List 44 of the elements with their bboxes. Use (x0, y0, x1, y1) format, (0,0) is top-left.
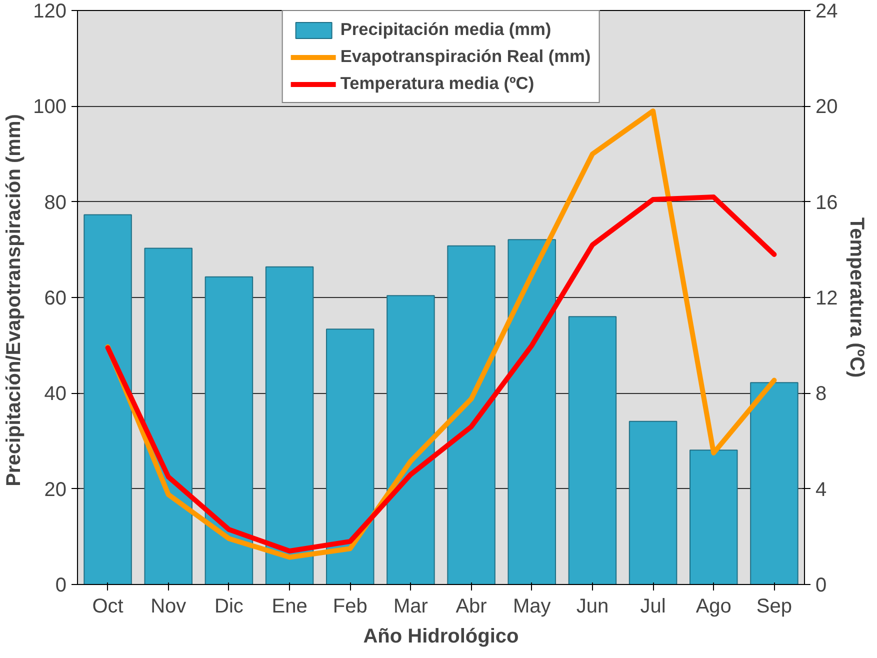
bar (265, 266, 314, 584)
x-tick-label: Ago (696, 596, 732, 618)
y2-tick-label: 24 (816, 0, 838, 22)
x-tick-label: Feb (332, 596, 368, 618)
bar (84, 214, 132, 584)
bar (447, 245, 496, 584)
x-tick-label: Jul (640, 596, 666, 618)
legend-label: Temperatura media (ºC) (340, 73, 534, 94)
x-tick-label: Nov (150, 596, 186, 618)
bar (750, 382, 798, 584)
x-tick-label: Mar (393, 596, 428, 618)
y-tick-label: 40 (44, 383, 67, 406)
bar (386, 295, 435, 584)
x-tick-label: May (512, 596, 551, 618)
x-tick-label: Abr (456, 596, 488, 618)
y2-tick-label: 12 (816, 288, 838, 310)
y2-tick-label: 16 (816, 192, 838, 214)
y-tick-label: 20 (44, 478, 67, 501)
bar (204, 276, 254, 584)
x-tick-label: Ene (272, 596, 308, 618)
bar (326, 328, 374, 584)
x-tick-label: Jun (576, 596, 609, 618)
bar (628, 420, 678, 584)
y2-tick-label: 20 (816, 96, 838, 118)
x-tick-label: Oct (92, 596, 124, 618)
y2-tick-label: 0 (816, 574, 827, 596)
legend-label: Precipitación media (mm) (340, 19, 552, 40)
x-tick-label: Sep (756, 596, 792, 618)
y-tick-label: 0 (55, 574, 66, 596)
y2-tick-label: 4 (816, 478, 827, 501)
bar (144, 248, 193, 584)
y-tick-label: 60 (44, 288, 67, 310)
x-tick-label: Dic (214, 596, 244, 618)
y-tick-label: 80 (44, 192, 67, 214)
bar (689, 450, 738, 584)
y2-axis-title: Temperatura (ºC) (846, 217, 868, 378)
legend-label: Evapotranspiración Real (mm) (340, 46, 591, 67)
y-tick-label: 120 (33, 0, 67, 22)
y-tick-label: 100 (33, 96, 67, 118)
x-axis-title: Año Hidrológico (363, 626, 519, 648)
bar (568, 316, 617, 584)
y2-tick-label: 8 (816, 383, 827, 406)
y-axis-title: Precipitación/Evapotranspiración (mm) (3, 114, 26, 486)
bar (508, 239, 556, 584)
